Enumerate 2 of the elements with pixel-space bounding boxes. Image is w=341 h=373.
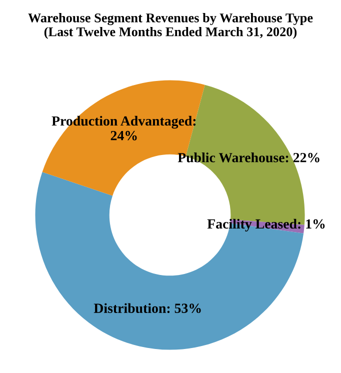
chart-title: Warehouse Segment Revenues by Warehouse Type (Last Twelve Months Ended March 31, 2020) bbox=[28, 13, 313, 39]
slice-label: Distribution: 53% bbox=[94, 303, 201, 314]
